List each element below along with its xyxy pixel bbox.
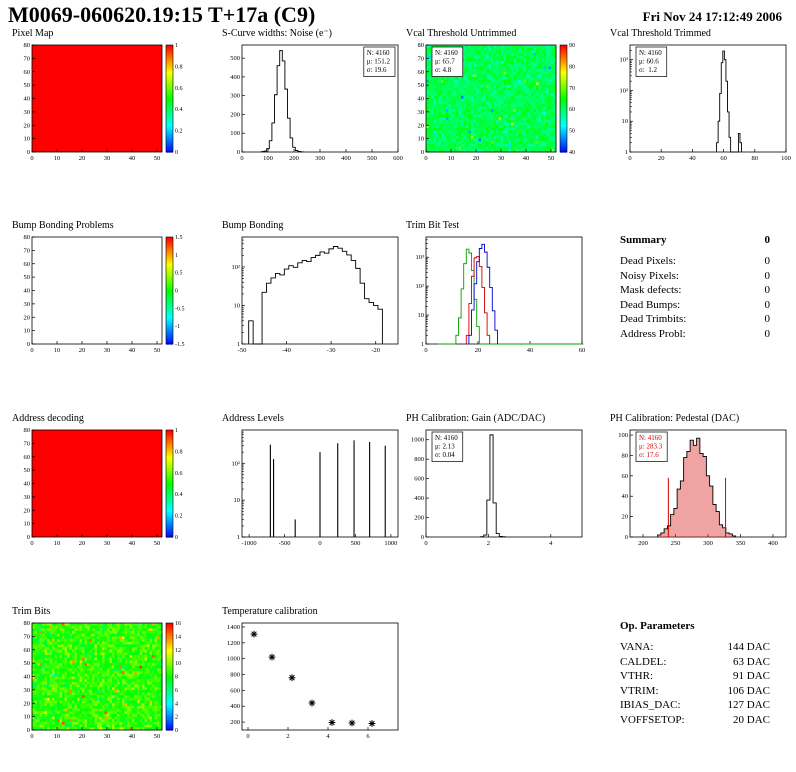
summary-row-label: Dead Bumps: <box>620 298 681 311</box>
op-parameters-panel: Op. Parameters VANA: 144 DAC CALDEL: 63 DA… <box>604 608 794 758</box>
page-title: M0069-060620.19:15 T+17a (C9) <box>8 2 316 27</box>
summary-row: Dead Bumps: 0 <box>620 298 770 313</box>
vcal-untrimmed-canvas <box>400 41 590 165</box>
op-parameter-row: VANA: 144 DAC <box>620 640 770 655</box>
plot-address-decoding: Address decoding <box>6 413 196 563</box>
op-parameter-row: VTRIM: 106 DAC <box>620 684 770 699</box>
plot-address-levels: Address Levels <box>216 413 406 563</box>
address-levels-canvas <box>216 426 406 550</box>
op-parameter-label: VTHR: <box>620 670 653 682</box>
plot-vcal-trimmed: Vcal Threshold Trimmed <box>604 28 794 178</box>
op-parameter-value: 63 DAC <box>733 655 770 668</box>
plot-title-temperature-calibration: Temperature calibration <box>222 606 318 617</box>
summary-row: Address Probl: 0 <box>620 327 770 342</box>
plot-temperature-calibration: Temperature calibration <box>216 606 406 756</box>
summary-row-label: Dead Trimbits: <box>620 313 687 325</box>
summary-row-label: Noisy Pixels: <box>620 269 679 282</box>
summary-row-label: Dead Pixels: <box>620 255 676 267</box>
trim-bit-test-canvas <box>400 233 590 357</box>
summary-row-label: Mask defects: <box>620 284 682 296</box>
plot-ph-gain: PH Calibration: Gain (ADC/DAC) <box>400 413 590 563</box>
plot-title-bump-bonding: Bump Bonding <box>222 220 284 231</box>
plot-vcal-untrimmed: Vcal Threshold Untrimmed <box>400 28 590 178</box>
plot-title-pixel-map: Pixel Map <box>12 28 54 39</box>
op-parameter-label: CALDEL: <box>620 655 667 668</box>
plot-title-trim-bits: Trim Bits <box>12 606 51 617</box>
plot-title-trim-bit-test: Trim Bit Test <box>406 220 460 231</box>
plot-title-scurve-noise: S-Curve widths: Noise (e⁻) <box>222 28 332 39</box>
summary-row-value: 0 <box>764 284 771 296</box>
temperature-calibration-canvas <box>216 619 406 743</box>
plot-title-address-levels: Address Levels <box>222 413 284 424</box>
plot-title-vcal-untrimmed: Vcal Threshold Untrimmed <box>406 28 517 39</box>
plot-title-bump-bonding-problems: Bump Bonding Problems <box>12 220 114 231</box>
summary-row: Mask defects: 0 <box>620 283 770 298</box>
plot-title-ph-pedestal: PH Calibration: Pedestal (DAC) <box>610 413 740 424</box>
op-parameter-value: 91 DAC <box>733 670 770 682</box>
op-parameter-label: VANA: <box>620 641 654 653</box>
op-parameter-row: IBIAS_DAC: 127 DAC <box>620 698 770 713</box>
op-parameter-value: 20 DAC <box>733 713 770 726</box>
op-parameter-label: VTRIM: <box>620 684 659 697</box>
op-parameters-title: Op. Parameters <box>620 620 695 632</box>
summary-row: Dead Pixels: 0 <box>620 254 770 269</box>
plot-bump-bonding: Bump Bonding <box>216 220 406 370</box>
summary-title: Summary <box>620 234 667 246</box>
op-parameter-label: VOFFSETOP: <box>620 713 685 726</box>
bump-bonding-problems-canvas <box>6 233 196 357</box>
op-parameter-label: IBIAS_DAC: <box>620 699 681 711</box>
ph-pedestal-canvas <box>604 426 794 550</box>
vcal-trimmed-canvas <box>604 41 794 165</box>
address-decoding-canvas <box>6 426 196 550</box>
summary-row-value: 0 <box>764 269 771 282</box>
trim-bits-canvas <box>6 619 196 743</box>
op-parameter-row: VOFFSETOP: 20 DAC <box>620 713 770 728</box>
summary-row: Noisy Pixels: 0 <box>620 269 770 284</box>
timestamp: Fri Nov 24 17:12:49 2006 <box>642 9 782 24</box>
summary-row-value: 0 <box>764 298 771 311</box>
summary-panel: Summary 0 Dead Pixels: 0 Noisy Pixels: 0 M… <box>604 222 794 372</box>
op-parameter-value: 106 DAC <box>727 684 770 697</box>
plot-title-address-decoding: Address decoding <box>12 413 84 424</box>
summary-row-value: 0 <box>764 313 771 325</box>
plot-pixel-map: Pixel Map <box>6 28 196 178</box>
plot-trim-bits: Trim Bits <box>6 606 196 756</box>
summary-row-value: 0 <box>764 327 771 340</box>
plot-scurve-noise: S-Curve widths: Noise (e⁻) <box>216 28 406 178</box>
plot-title-ph-gain: PH Calibration: Gain (ADC/DAC) <box>406 413 546 424</box>
summary-row-value: 0 <box>764 255 771 267</box>
plot-title-vcal-trimmed: Vcal Threshold Trimmed <box>610 28 711 39</box>
op-parameter-value: 144 DAC <box>727 641 770 653</box>
plot-bump-bonding-problems: Bump Bonding Problems <box>6 220 196 370</box>
op-parameter-value: 127 DAC <box>727 699 770 711</box>
bump-bonding-canvas <box>216 233 406 357</box>
op-parameter-row: VTHR: 91 DAC <box>620 669 770 684</box>
ph-gain-canvas <box>400 426 590 550</box>
op-parameter-row: CALDEL: 63 DAC <box>620 655 770 670</box>
plot-ph-pedestal: PH Calibration: Pedestal (DAC) <box>604 413 794 563</box>
summary-total: 0 <box>764 234 771 246</box>
summary-header: Summary 0 <box>620 234 770 246</box>
pixel-map-canvas <box>6 41 196 165</box>
scurve-noise-canvas <box>216 41 406 165</box>
summary-row: Dead Trimbits: 0 <box>620 312 770 327</box>
plot-trim-bit-test: Trim Bit Test <box>400 220 590 370</box>
summary-row-label: Address Probl: <box>620 327 686 340</box>
